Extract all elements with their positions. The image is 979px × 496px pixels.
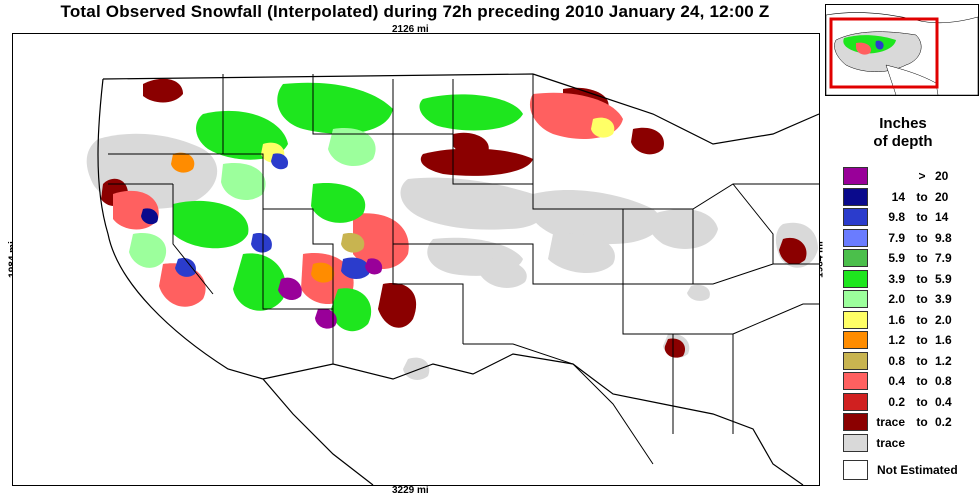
locator-map-canvas — [826, 12, 978, 95]
legend-item: 0.8 to 1.2 — [843, 351, 977, 372]
legend-hi: 2.0 — [935, 312, 952, 327]
legend-to: to — [916, 394, 928, 409]
legend-item: 0.2 to 0.4 — [843, 392, 977, 413]
legend-item: 1.6 to 2.0 — [843, 310, 977, 331]
legend-swatch — [843, 310, 868, 329]
legend-to: to — [916, 230, 928, 245]
light-green-areas — [129, 128, 376, 268]
coastline — [97, 73, 819, 485]
legend-to: to — [916, 251, 928, 265]
legend-lo: 1.2 — [888, 333, 905, 347]
legend-swatch-not-estimated — [843, 460, 868, 480]
legend-hi: 7.9 — [935, 251, 952, 265]
legend-to: to — [916, 374, 928, 388]
legend-swatch — [843, 331, 868, 349]
locator-map[interactable] — [825, 4, 979, 96]
legend-hi: 0.4 — [935, 394, 952, 409]
legend-hi: 1.6 — [935, 333, 952, 347]
legend-item: 2.0 to 3.9 — [843, 289, 977, 310]
legend-hi: 20 — [935, 189, 949, 204]
legend-hi: 9.8 — [935, 230, 952, 245]
legend-item: 0.4 to 0.8 — [843, 371, 977, 392]
legend-lo: trace — [876, 435, 905, 450]
legend-swatch — [843, 167, 868, 185]
legend-swatch — [843, 433, 868, 452]
legend-item: 5.9 to 7.9 — [843, 248, 977, 269]
legend-lo: 14 — [891, 189, 905, 204]
locator-highlight-box — [829, 17, 939, 89]
legend-swatch — [843, 413, 868, 431]
legend-to: to — [916, 312, 928, 327]
legend-not-estimated: Not Estimated — [843, 460, 977, 480]
legend-lo: 2.0 — [888, 292, 905, 306]
legend-lo: 3.9 — [888, 271, 905, 286]
legend-swatch — [843, 249, 868, 267]
legend-lo: 7.9 — [888, 230, 905, 245]
legend-title-line2: of depth — [873, 133, 933, 150]
legend-swatch — [843, 372, 868, 390]
legend-swatch — [843, 208, 868, 226]
legend-lo: 0.4 — [888, 374, 905, 388]
legend-lo: 9.8 — [888, 210, 905, 224]
legend-lo: 1.6 — [888, 312, 905, 327]
legend-hi: 14 — [935, 210, 949, 224]
legend-swatch — [843, 228, 868, 247]
legend-to: to — [916, 271, 928, 286]
legend-hi: 5.9 — [935, 271, 952, 286]
legend-to: to — [916, 333, 928, 347]
legend-item: 14 to 20 — [843, 187, 977, 208]
snowfall-map-canvas — [86, 73, 819, 485]
legend-title: Inches of depth — [838, 115, 968, 151]
legend-hi: 0.2 — [935, 415, 952, 429]
legend-item: 9.8 to 14 — [843, 207, 977, 228]
legend-lo: trace — [876, 415, 905, 429]
legend-item: 3.9 to 5.9 — [843, 269, 977, 290]
distance-label-bottom: 3229 mi — [392, 485, 429, 496]
legend-swatch — [843, 351, 868, 370]
legend: > 20 14 to 20 9.8 to 14 7.9 to 9.8 5.9 t… — [843, 166, 977, 453]
legend-lo: 0.2 — [888, 394, 905, 409]
legend-to: to — [916, 210, 928, 224]
legend-to: to — [916, 415, 928, 429]
legend-title-line1: Inches — [879, 115, 927, 132]
distance-label-top: 2126 mi — [392, 24, 429, 35]
legend-to: to — [916, 292, 928, 306]
legend-item: > 20 — [843, 166, 977, 187]
legend-lo: 0.8 — [888, 353, 905, 368]
legend-item: 1.2 to 1.6 — [843, 330, 977, 351]
legend-swatch — [843, 269, 868, 288]
legend-swatch — [843, 392, 868, 411]
legend-to: to — [916, 189, 928, 204]
legend-to: to — [916, 353, 928, 368]
legend-item: 7.9 to 9.8 — [843, 228, 977, 249]
not-estimated-label: Not Estimated — [877, 463, 958, 477]
snowfall-map[interactable] — [12, 33, 820, 486]
legend-hi: 20 — [935, 169, 949, 183]
legend-item: trace to 0.2 — [843, 412, 977, 433]
legend-hi: 0.8 — [935, 374, 952, 388]
legend-swatch — [843, 290, 868, 308]
map-title: Total Observed Snowfall (Interpolated) d… — [60, 2, 770, 21]
legend-item: trace — [843, 433, 977, 454]
legend-hi: 3.9 — [935, 292, 952, 306]
heavy-snow-areas — [141, 153, 383, 329]
legend-hi: 1.2 — [935, 353, 952, 368]
trace-areas — [86, 133, 818, 380]
legend-to: > — [918, 169, 926, 183]
legend-swatch — [843, 187, 868, 206]
legend-lo: 5.9 — [888, 251, 905, 265]
